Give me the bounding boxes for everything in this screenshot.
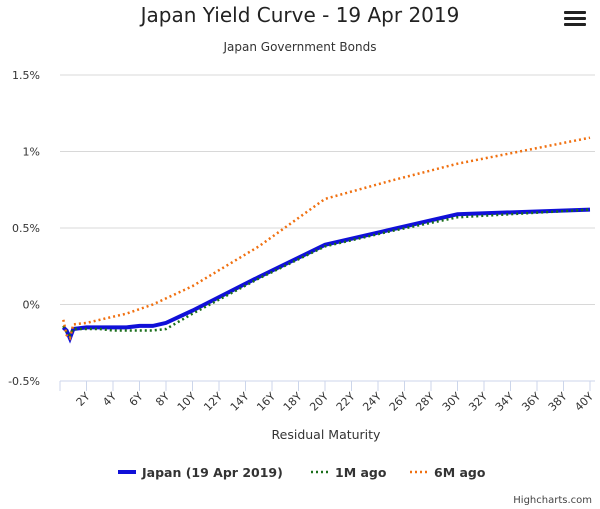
x-tick-label: 22Y	[334, 390, 358, 414]
y-tick-label: 0%	[23, 299, 40, 312]
y-tick-label: 1%	[23, 146, 40, 159]
menu-icon[interactable]	[564, 8, 586, 29]
x-tick-label: 20Y	[307, 390, 331, 414]
x-tick-label: 40Y	[572, 390, 596, 414]
x-tick-label: 12Y	[201, 390, 225, 414]
x-tick-label: 4Y	[100, 390, 119, 409]
x-tick-label: 38Y	[546, 390, 570, 414]
legend-item[interactable]: Japan (19 Apr 2019)	[141, 465, 283, 480]
series-line-0	[61, 207, 591, 344]
x-tick-label: 6Y	[127, 390, 146, 409]
x-tick-label: 32Y	[466, 390, 490, 414]
y-tick-label: -0.5%	[8, 375, 40, 388]
y-tick-label: 0.5%	[12, 222, 40, 235]
x-tick-label: 16Y	[254, 390, 278, 414]
x-tick-label: 8Y	[153, 390, 172, 409]
x-tick-label: 30Y	[440, 390, 464, 414]
chart-title: Japan Yield Curve - 19 Apr 2019	[139, 3, 460, 27]
x-tick-label: 24Y	[360, 390, 384, 414]
x-tick-label: 10Y	[175, 390, 199, 414]
series-line-2	[62, 136, 591, 341]
x-tick-label: 14Y	[228, 390, 252, 414]
series-line-1	[62, 208, 591, 338]
credits-link[interactable]: Highcharts.com	[513, 495, 592, 506]
x-axis-title: Residual Maturity	[272, 427, 382, 442]
x-tick-label: 26Y	[387, 390, 411, 414]
chart-subtitle: Japan Government Bonds	[223, 40, 377, 54]
legend-item[interactable]: 1M ago	[335, 465, 387, 480]
x-tick-label: 18Y	[281, 390, 305, 414]
y-tick-label: 1.5%	[12, 69, 40, 82]
x-tick-label: 2Y	[74, 390, 93, 409]
x-tick-label: 36Y	[519, 390, 543, 414]
x-tick-label: 34Y	[493, 390, 517, 414]
x-tick-label: 28Y	[413, 390, 437, 414]
legend-item[interactable]: 6M ago	[434, 465, 486, 480]
